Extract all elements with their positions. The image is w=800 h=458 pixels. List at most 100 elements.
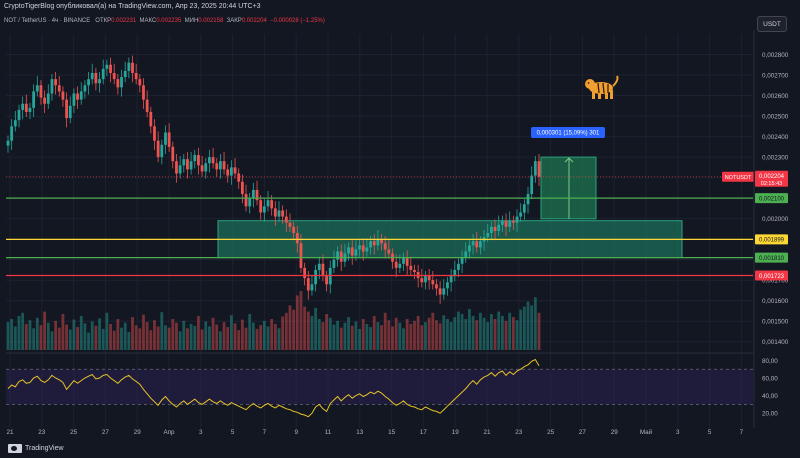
candle-body bbox=[497, 224, 501, 231]
candle-body bbox=[65, 99, 68, 119]
volume-bar bbox=[120, 327, 123, 350]
volume-bar bbox=[339, 327, 343, 350]
volume-bar bbox=[164, 325, 167, 350]
candle-body bbox=[479, 241, 482, 248]
candle-body bbox=[372, 241, 376, 246]
volume-bar bbox=[215, 324, 219, 350]
rsi-tick-label: 80,00 bbox=[762, 358, 778, 365]
volume-bar bbox=[153, 320, 156, 350]
x-tick-label: Апр bbox=[163, 429, 175, 436]
x-tick-label: Май bbox=[640, 428, 653, 436]
candle-body bbox=[383, 243, 387, 250]
candle-body bbox=[24, 103, 28, 112]
rsi-tick-label: 60,00 bbox=[762, 376, 778, 383]
candle-body bbox=[431, 280, 435, 285]
volume-bar bbox=[453, 317, 457, 350]
volume-bar bbox=[101, 328, 105, 350]
candle-body bbox=[72, 93, 76, 106]
volume-bar bbox=[61, 314, 65, 350]
candle-body bbox=[153, 126, 156, 141]
level-label: 0,001899 bbox=[759, 238, 785, 244]
volume-bar bbox=[533, 297, 537, 350]
volume-bar bbox=[21, 312, 25, 350]
tradingview-logo-icon bbox=[8, 444, 22, 453]
candle-body bbox=[156, 140, 160, 158]
volume-bar bbox=[310, 315, 314, 350]
volume-bar bbox=[197, 315, 200, 350]
candle-body bbox=[251, 189, 255, 199]
candle-body bbox=[94, 72, 98, 84]
volume-bar bbox=[347, 317, 350, 350]
volume-bar bbox=[332, 324, 336, 350]
y-tick-label: 0,002000 bbox=[762, 216, 789, 223]
candle-body bbox=[127, 62, 131, 71]
y-tick-label: 0,002500 bbox=[762, 114, 789, 121]
measure-label-bg bbox=[531, 127, 605, 138]
volume-bar bbox=[420, 325, 424, 350]
candle-body bbox=[435, 284, 438, 289]
candle-body bbox=[273, 208, 277, 217]
currency-button[interactable]: USDT bbox=[757, 16, 787, 32]
volume-bar bbox=[475, 320, 479, 350]
candle-body bbox=[533, 161, 537, 176]
candle-body bbox=[332, 259, 336, 268]
candle-body bbox=[186, 159, 189, 170]
volume-bar bbox=[178, 331, 182, 350]
volume-bar bbox=[372, 315, 376, 350]
volume-bar bbox=[277, 328, 281, 350]
volume-bar bbox=[402, 328, 405, 350]
candle-body bbox=[303, 267, 307, 279]
candle-body bbox=[222, 161, 226, 170]
x-tick-label: 23 bbox=[515, 429, 523, 436]
volume-bar bbox=[182, 320, 186, 350]
candle-body bbox=[310, 284, 314, 291]
y-tick-label: 0,002700 bbox=[762, 73, 789, 80]
volume-bar bbox=[435, 320, 438, 350]
volume-bar bbox=[394, 317, 398, 350]
volume-bar bbox=[24, 323, 28, 350]
symbol-label-bg bbox=[722, 171, 754, 182]
candle-body bbox=[299, 243, 303, 268]
x-tick-label: 21 bbox=[6, 429, 14, 436]
candle-body bbox=[339, 251, 343, 262]
candle-body bbox=[361, 245, 365, 252]
candle-body bbox=[427, 276, 431, 281]
y-tick-label: 0,001500 bbox=[762, 319, 789, 326]
volume-bar bbox=[28, 320, 32, 350]
candle-body bbox=[259, 200, 263, 213]
volume-bar bbox=[504, 320, 508, 350]
candle-body bbox=[116, 79, 120, 88]
candle-body bbox=[321, 263, 325, 277]
volume-bar bbox=[94, 325, 98, 350]
candle-body bbox=[358, 245, 361, 250]
candle-body bbox=[292, 226, 296, 234]
candle-body bbox=[522, 204, 526, 213]
volume-bar bbox=[365, 323, 369, 350]
x-tick-label: 3 bbox=[676, 429, 680, 436]
volume-bar bbox=[262, 320, 266, 350]
volume-bar bbox=[321, 322, 325, 350]
volume-bar bbox=[380, 325, 383, 350]
volume-bar bbox=[500, 315, 504, 350]
volume-bar bbox=[511, 317, 515, 350]
volume-bar bbox=[98, 318, 101, 350]
volume-bar bbox=[145, 322, 149, 350]
open-value: 0.002231 bbox=[111, 18, 137, 24]
volume-bar bbox=[138, 328, 142, 350]
candle-body bbox=[90, 72, 94, 80]
candle-body bbox=[244, 194, 248, 207]
tradingview-brand[interactable]: TradingView bbox=[8, 444, 64, 453]
rsi-tick-label: 40,00 bbox=[762, 393, 778, 400]
volume-bar bbox=[189, 323, 193, 350]
candle-body bbox=[413, 269, 416, 272]
measure-arrow-head bbox=[564, 157, 574, 163]
volume-bar bbox=[131, 317, 134, 350]
volume-bar bbox=[266, 326, 270, 350]
x-tick-label: 19 bbox=[452, 429, 460, 436]
candle-body bbox=[32, 91, 36, 108]
volume-bar bbox=[446, 319, 449, 350]
volume-bar bbox=[156, 326, 160, 350]
candle-body bbox=[6, 140, 10, 146]
